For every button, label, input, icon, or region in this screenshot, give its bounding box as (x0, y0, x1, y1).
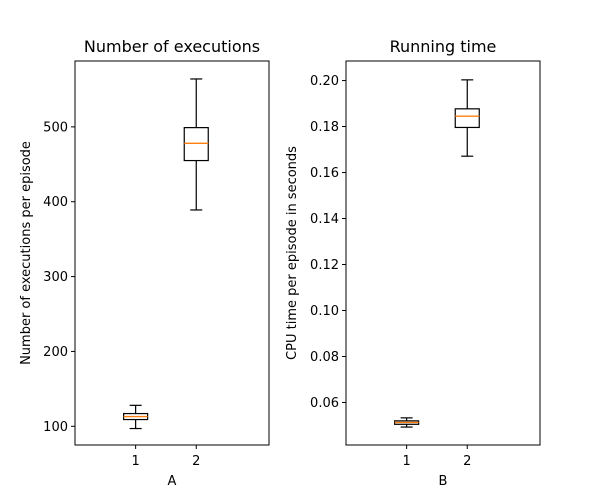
y-tick-label: 400 (43, 195, 68, 210)
y-tick-label: 0.08 (310, 350, 339, 365)
chart-panel-a: Number of executions 100 200 300 400 500 1 2 A… (19, 37, 270, 489)
iqr-box (183, 127, 209, 162)
plot-frame (74, 60, 270, 446)
y-axis-label: Number of executions per episode (19, 141, 34, 365)
box-1 (394, 417, 420, 428)
iqr-box (454, 108, 480, 129)
y-tick-label: 0.06 (310, 396, 339, 411)
x-tick-label: 2 (463, 454, 471, 469)
chart-panel-b: Running time 0.06 0.08 0.10 0.12 0.14 0.16 0.1… (285, 37, 541, 489)
x-tick-label: 1 (402, 454, 410, 469)
plot-frame (345, 60, 541, 446)
x-tick-label: 1 (131, 454, 139, 469)
plot-marks: 100 200 300 400 500 1 2 (43, 78, 209, 469)
box-2 (454, 79, 480, 157)
y-tick-label: 0.16 (310, 166, 339, 181)
y-tick-label: 100 (43, 420, 68, 435)
y-tick-label: 300 (43, 270, 68, 285)
y-tick-label: 0.10 (310, 304, 339, 319)
plot-marks: 0.06 0.08 0.10 0.12 0.14 0.16 0.18 0.20 1 2 (310, 74, 480, 469)
y-tick-label: 0.12 (310, 258, 339, 273)
y-tick-label: 0.14 (310, 212, 339, 227)
x-tick-label: 2 (192, 454, 200, 469)
chart-title: Number of executions (84, 37, 260, 56)
y-tick-label: 500 (43, 120, 68, 135)
box-1 (123, 404, 149, 430)
y-tick-label: 200 (43, 345, 68, 360)
y-tick-label: 0.18 (310, 120, 339, 135)
y-axis-label: CPU time per episode in seconds (285, 146, 300, 360)
x-axis-label: B (439, 474, 448, 489)
y-tick-label: 0.20 (310, 74, 339, 89)
chart-title: Running time (390, 37, 497, 56)
box-2 (183, 78, 209, 211)
x-axis-label: A (168, 474, 177, 489)
